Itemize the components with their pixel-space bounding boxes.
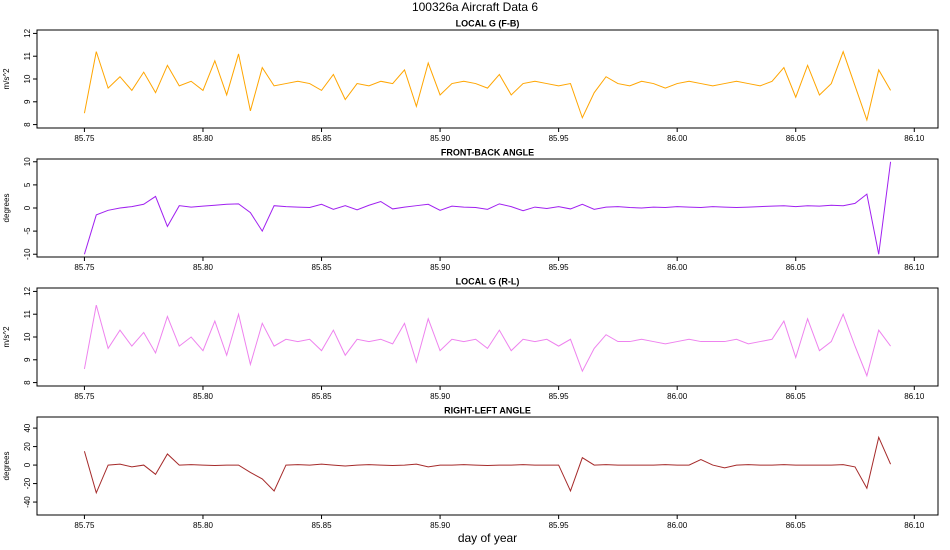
y-tick-label: 9 xyxy=(23,99,32,104)
y-tick-label: 10 xyxy=(23,157,32,166)
x-tick-label: 86.00 xyxy=(667,263,688,272)
x-tick-label: 85.75 xyxy=(74,521,95,530)
panel-title: RIGHT-LEFT ANGLE xyxy=(444,405,531,415)
x-tick-label: 85.90 xyxy=(430,521,451,530)
x-tick-label: 85.75 xyxy=(74,134,95,143)
x-tick-label: 86.10 xyxy=(904,134,925,143)
x-tick-label: 86.05 xyxy=(786,392,807,401)
y-tick-label: -40 xyxy=(23,496,32,508)
y-tick-label: -20 xyxy=(23,477,32,489)
x-tick-label: 85.80 xyxy=(193,392,214,401)
y-tick-label: 40 xyxy=(23,423,32,432)
x-tick-label: 85.80 xyxy=(193,263,214,272)
y-tick-label: 8 xyxy=(23,380,32,385)
x-tick-label: 86.10 xyxy=(904,263,925,272)
x-tick-label: 85.90 xyxy=(430,263,451,272)
y-tick-label: 9 xyxy=(23,357,32,362)
y-tick-label: 12 xyxy=(23,286,32,295)
y-tick-label: 0 xyxy=(23,205,32,210)
data-line xyxy=(83,435,892,495)
y-tick-label: -5 xyxy=(23,227,32,235)
x-tick-label: 85.75 xyxy=(74,263,95,272)
y-axis-label: degrees xyxy=(2,452,11,481)
x-tick-label: 85.95 xyxy=(549,263,570,272)
data-line xyxy=(83,161,892,255)
y-tick-label: 11 xyxy=(23,310,32,319)
x-tick-label: 85.85 xyxy=(312,521,333,530)
data-line xyxy=(83,50,892,122)
x-tick-label: 85.85 xyxy=(312,392,333,401)
panel-title: FRONT-BACK ANGLE xyxy=(441,147,534,157)
x-tick-label: 86.05 xyxy=(786,263,807,272)
figure-title: 100326a Aircraft Data 6 xyxy=(412,0,538,14)
x-tick-label: 85.90 xyxy=(430,392,451,401)
x-tick-label: 85.85 xyxy=(312,263,333,272)
plot-frame xyxy=(36,416,939,516)
y-axis-label: degrees xyxy=(2,194,11,223)
x-tick-label: 85.80 xyxy=(193,134,214,143)
x-tick-label: 86.05 xyxy=(786,134,807,143)
x-tick-label: 86.10 xyxy=(904,521,925,530)
plot-frame xyxy=(36,158,939,258)
y-axis-label: m/s^2 xyxy=(2,326,11,348)
x-tick-label: 85.95 xyxy=(549,134,570,143)
x-tick-label: 86.00 xyxy=(667,134,688,143)
y-tick-label: 12 xyxy=(23,28,32,37)
x-tick-label: 86.00 xyxy=(667,521,688,530)
x-tick-label: 86.10 xyxy=(904,392,925,401)
x-tick-label: 86.05 xyxy=(786,521,807,530)
x-tick-label: 85.95 xyxy=(549,521,570,530)
y-tick-label: 10 xyxy=(23,74,32,83)
y-axis-label: m/s^2 xyxy=(2,68,11,90)
x-tick-label: 86.00 xyxy=(667,392,688,401)
y-tick-label: -10 xyxy=(23,248,32,260)
y-tick-label: 5 xyxy=(23,182,32,187)
x-tick-label: 85.80 xyxy=(193,521,214,530)
x-axis-label: day of year xyxy=(458,531,517,545)
panel-title: LOCAL G (R-L) xyxy=(456,276,520,286)
x-tick-label: 85.95 xyxy=(549,392,570,401)
y-tick-label: 0 xyxy=(23,462,32,467)
x-tick-label: 85.90 xyxy=(430,134,451,143)
y-tick-label: 20 xyxy=(23,442,32,451)
y-tick-label: 10 xyxy=(23,332,32,341)
panel-title: LOCAL G (F-B) xyxy=(456,18,520,28)
y-tick-label: 8 xyxy=(23,122,32,127)
data-line xyxy=(83,304,891,378)
y-tick-label: 11 xyxy=(23,52,32,61)
plot-frame xyxy=(36,287,939,387)
x-tick-label: 85.85 xyxy=(312,134,333,143)
x-tick-label: 85.75 xyxy=(74,392,95,401)
